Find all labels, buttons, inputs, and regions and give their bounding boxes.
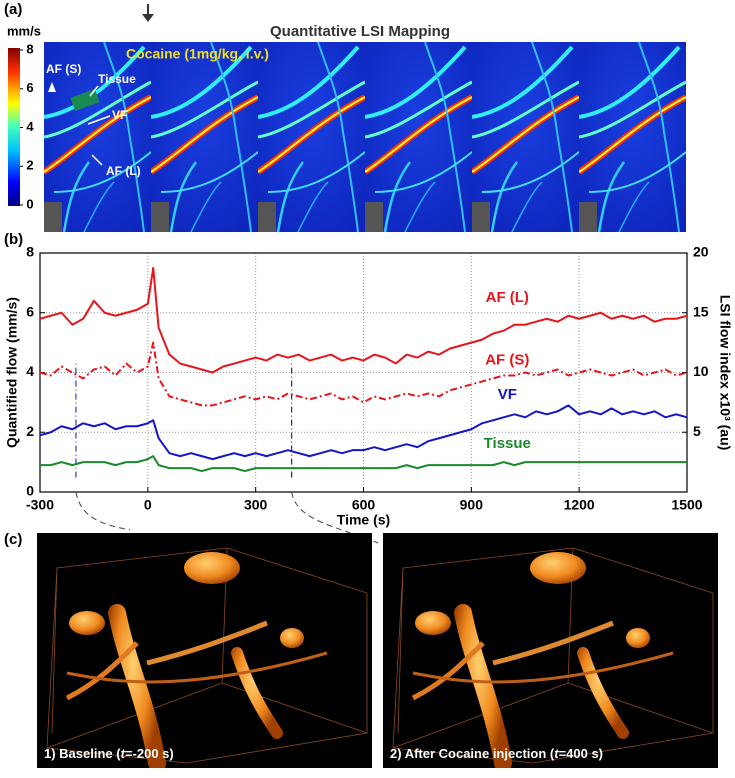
x-tick-label: 0 (144, 497, 152, 513)
tissue-roi (70, 88, 100, 112)
series-line (40, 455, 687, 473)
pointer (91, 154, 103, 166)
x-tick-label: 1200 (564, 497, 595, 513)
colorbar-tick-label: 2 (26, 158, 33, 173)
x-axis-label: Time (s) (337, 512, 390, 528)
series-label: AF (L) (486, 289, 529, 306)
y2-tick-label: 15 (693, 303, 709, 319)
x-tick-label: 600 (352, 497, 376, 513)
annotation: AF (S) (46, 62, 81, 76)
volume-image (37, 533, 372, 768)
x-tick-label: 1500 (671, 497, 702, 513)
volume-image (383, 533, 718, 768)
colorbar (8, 48, 20, 206)
panel-label: (b) (4, 231, 23, 248)
panel-title: Quantitative LSI Mapping (270, 23, 450, 40)
pointer (89, 85, 99, 97)
annotation: VF (112, 108, 127, 122)
series-line (39, 404, 688, 461)
y2-tick-label: 10 (693, 363, 709, 379)
y-tick-label: 6 (26, 303, 34, 319)
y-tick-label: 4 (26, 363, 34, 379)
y2-tick-label: 5 (693, 423, 701, 439)
colorbar-tick-label: 8 (26, 41, 33, 56)
y2-tick-label: 20 (693, 244, 709, 260)
injection-arrow-head (142, 14, 154, 22)
series-label: AF (S) (485, 352, 529, 369)
y-tick-label: 8 (26, 244, 34, 260)
x-tick-label: 900 (460, 497, 484, 513)
y2-axis-label: LSI flow index x10³ (au) (717, 295, 733, 451)
panel-label: (c) (4, 531, 22, 548)
x-tick-label: -300 (26, 497, 54, 513)
caption: 1) Baseline (t=-200 s) (44, 746, 174, 761)
colorbar-tick-label: 6 (26, 80, 33, 95)
annotation: Cocaine (1mg/kg, i.v.) (126, 46, 269, 62)
pointer (48, 82, 56, 92)
annotation: Tissue (98, 72, 136, 86)
series-line (39, 341, 688, 407)
panel-label: (a) (4, 1, 22, 18)
colorbar-label: mm/s (7, 23, 41, 38)
series-line (39, 266, 688, 374)
series-label: Tissue (484, 435, 531, 452)
y-tick-label: 0 (26, 483, 34, 499)
connector (291, 491, 379, 544)
colorbar-tick-label: 0 (26, 196, 33, 211)
y-tick-label: 2 (26, 423, 34, 439)
colorbar-tick-label: 4 (26, 119, 34, 134)
connector (75, 491, 131, 531)
pointer (87, 115, 111, 125)
lsi-maps (44, 42, 686, 232)
series-label: VF (498, 386, 517, 403)
x-tick-label: 300 (244, 497, 268, 513)
caption: 2) After Cocaine injection (t=400 s) (390, 746, 603, 761)
annotation: AF (L) (106, 164, 141, 178)
y-axis-label: Quantified flow (mm/s) (4, 297, 20, 448)
